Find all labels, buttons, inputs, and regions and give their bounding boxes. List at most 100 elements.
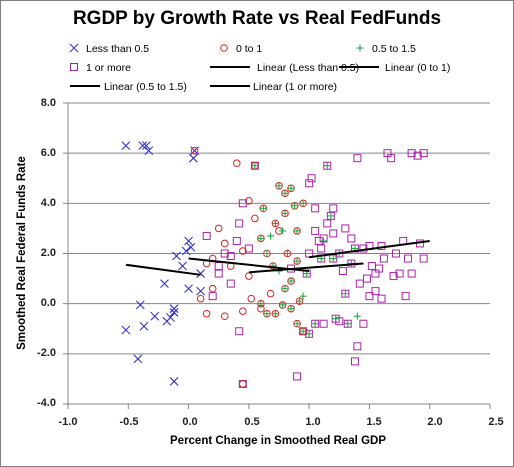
legend-marker <box>356 44 364 52</box>
data-point <box>365 292 374 301</box>
trendline <box>125 263 201 276</box>
legend-marker <box>70 63 78 71</box>
data-point <box>299 292 307 300</box>
data-point <box>266 289 275 298</box>
data-point <box>391 249 400 258</box>
data-point <box>353 312 361 320</box>
data-point <box>404 254 413 263</box>
data-point <box>323 162 331 170</box>
data-point <box>299 199 307 207</box>
data-point <box>202 309 211 318</box>
data-point <box>184 236 193 246</box>
x-tick-label: -1.0 <box>58 416 78 428</box>
data-point <box>279 227 287 235</box>
data-point <box>245 197 253 205</box>
data-point <box>329 204 338 213</box>
data-point <box>347 234 356 243</box>
data-point <box>263 310 271 318</box>
data-point <box>235 219 244 228</box>
legend-label-linear-less-than-0.5: Linear (Less than 0.5) <box>257 62 360 74</box>
data-point <box>307 174 316 183</box>
y-tick-label: 4.0 <box>40 197 56 209</box>
data-point <box>293 372 302 381</box>
data-point <box>251 214 259 223</box>
y-tick-label: 6.0 <box>40 147 56 159</box>
data-point <box>311 226 320 235</box>
data-point <box>208 284 217 293</box>
data-point <box>232 236 241 245</box>
x-tick-label: 2.5 <box>488 416 504 428</box>
data-point <box>239 247 247 255</box>
data-point <box>160 279 169 288</box>
data-point <box>184 284 193 294</box>
data-point <box>239 380 247 388</box>
x-tick-label: 0.0 <box>182 416 198 428</box>
data-point <box>350 357 359 366</box>
data-point <box>196 269 206 278</box>
data-point <box>257 300 265 308</box>
data-point <box>319 319 328 328</box>
data-point <box>196 294 205 303</box>
data-point <box>293 320 301 328</box>
data-point <box>189 153 198 163</box>
data-point <box>293 227 301 235</box>
data-point <box>169 377 179 386</box>
x-tick-label: 2.0 <box>427 416 443 428</box>
legend-label-1-or-more: 1 or more <box>86 62 131 74</box>
data-point <box>401 292 410 301</box>
data-point <box>329 229 338 238</box>
data-point <box>214 224 223 233</box>
data-point <box>169 308 179 317</box>
data-point <box>239 307 247 315</box>
data-point <box>138 141 148 151</box>
data-point <box>247 294 256 303</box>
data-point <box>299 327 307 335</box>
y-tick-label: -4.0 <box>37 397 56 409</box>
data-point <box>178 261 187 271</box>
data-point <box>275 182 283 190</box>
data-point <box>121 141 131 151</box>
data-point <box>363 274 372 283</box>
data-point <box>323 219 332 228</box>
chart-title: RGDP by Growth Rate vs Real FedFunds <box>72 8 442 29</box>
data-point <box>279 301 287 309</box>
data-point <box>208 292 217 301</box>
data-point <box>226 252 235 261</box>
data-point <box>305 330 313 338</box>
x-tick-label: 0.5 <box>244 416 260 428</box>
data-point <box>220 249 229 258</box>
data-point <box>283 250 291 257</box>
data-point <box>233 159 241 167</box>
data-point <box>162 316 172 326</box>
data-point <box>407 269 416 278</box>
y-tick-label: 2.0 <box>40 247 56 259</box>
y-tick-label: 8.0 <box>40 97 56 109</box>
y-tick-label: -2.0 <box>37 347 56 359</box>
data-point <box>377 294 386 303</box>
legend-label-0-to-1: 0 to 1 <box>236 43 263 55</box>
data-point <box>144 146 154 156</box>
data-point <box>269 262 277 270</box>
data-point <box>389 272 398 281</box>
data-point <box>214 269 223 278</box>
data-point <box>281 209 289 217</box>
data-point <box>379 254 388 263</box>
data-point <box>413 151 422 160</box>
data-point <box>375 264 384 273</box>
data-point <box>281 189 289 197</box>
data-point <box>181 246 191 256</box>
data-point <box>293 257 301 265</box>
x-axis-label: Percent Change in Smoothed Real GDP <box>170 435 386 447</box>
data-point <box>419 254 428 263</box>
data-point <box>287 184 295 192</box>
data-point <box>291 202 299 210</box>
data-point <box>377 241 386 250</box>
data-point <box>169 304 179 314</box>
legend-label-linear-0.5-to-1.5: Linear (0.5 to 1.5) <box>104 81 187 93</box>
data-point <box>353 342 362 351</box>
data-point <box>287 305 295 313</box>
data-point <box>245 272 253 280</box>
trendline <box>309 239 430 259</box>
